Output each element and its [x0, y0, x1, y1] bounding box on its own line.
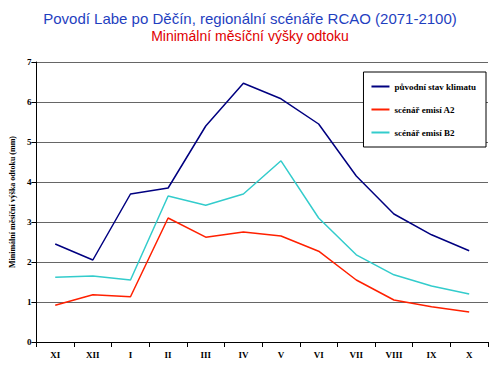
svg-text:4: 4 — [27, 177, 32, 187]
svg-text:0: 0 — [27, 337, 32, 347]
svg-text:3: 3 — [27, 217, 32, 227]
svg-text:původní stav klimatu: původní stav klimatu — [394, 82, 476, 92]
svg-text:X: X — [466, 350, 473, 360]
svg-text:V: V — [278, 350, 285, 360]
svg-text:Povodí Labe po Děčín, regionál: Povodí Labe po Děčín, regionální scénáře… — [43, 10, 457, 27]
svg-text:Minimální měsíční výšky odtoku: Minimální měsíční výšky odtoku — [151, 28, 349, 44]
svg-text:2: 2 — [27, 257, 32, 267]
svg-text:VII: VII — [350, 350, 364, 360]
svg-text:5: 5 — [27, 137, 32, 147]
svg-text:XI: XI — [50, 350, 60, 360]
svg-text:Minimální měsíční výška odtoku: Minimální měsíční výška odtoku (mm) — [8, 136, 17, 268]
svg-text:1: 1 — [27, 297, 32, 307]
svg-text:IX: IX — [427, 350, 438, 360]
svg-text:scénář emisí A2: scénář emisí A2 — [394, 105, 454, 115]
svg-text:II: II — [165, 350, 173, 360]
svg-text:VI: VI — [314, 350, 324, 360]
svg-text:6: 6 — [27, 97, 32, 107]
svg-text:XII: XII — [86, 350, 100, 360]
svg-text:IV: IV — [238, 350, 249, 360]
svg-text:III: III — [200, 350, 211, 360]
svg-text:scénář emisí B2: scénář emisí B2 — [394, 128, 454, 138]
svg-text:I: I — [129, 350, 133, 360]
svg-text:7: 7 — [27, 57, 32, 67]
svg-text:VIII: VIII — [385, 350, 403, 360]
